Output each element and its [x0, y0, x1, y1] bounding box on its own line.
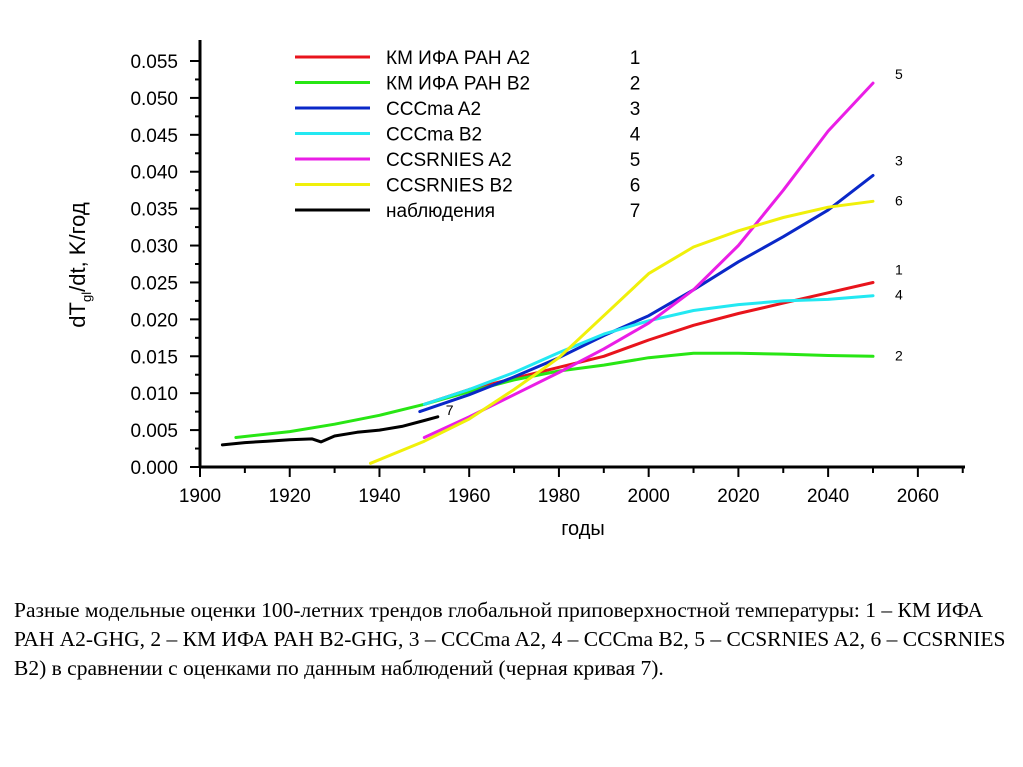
series-line-7: [220, 415, 440, 447]
end-labels: 1 2 3 4 5 6 7: [446, 66, 903, 418]
x-axis-label: годы: [561, 518, 605, 540]
series-line-5: [422, 81, 875, 439]
y-tick-label: 0.035: [130, 200, 178, 221]
end-label-1: 1: [895, 261, 903, 277]
axes-layer: 0.000 0.005 0.010 0.015 0.020 0.025 0.030 0.035…: [130, 40, 965, 507]
legend-number-5: 5: [630, 150, 641, 171]
legend-number-6: 6: [630, 176, 641, 197]
series-line-2: [234, 351, 875, 439]
y-axis-label: dTgl/dt, K/год: [65, 202, 94, 328]
legend-label-5: CCSRNIES A2: [386, 150, 512, 171]
end-label-4: 4: [895, 287, 903, 303]
end-label-5: 5: [895, 66, 903, 82]
end-label-6: 6: [895, 192, 903, 208]
x-tick-label: 2020: [717, 486, 759, 507]
legend-label-3: CCCma A2: [386, 99, 481, 120]
legend-label-7: наблюдения: [386, 201, 495, 222]
y-tick-label: 0.025: [130, 273, 178, 294]
y-tick-label: 0.040: [130, 163, 178, 184]
trend-chart: 0.000 0.005 0.010 0.015 0.020 0.025 0.030 0.035…: [65, 40, 965, 540]
end-label-3: 3: [895, 152, 903, 168]
end-label-7: 7: [446, 402, 454, 418]
x-tick-label: 2000: [628, 486, 670, 507]
legend-label-2: КМ ИФА РАН В2: [386, 74, 530, 95]
series-line-4: [422, 294, 875, 406]
y-tick-label: 0.045: [130, 126, 178, 147]
x-tick-label: 2060: [897, 486, 939, 507]
x-tick-label: 1920: [269, 486, 311, 507]
legend-number-4: 4: [630, 125, 641, 146]
x-tick-label: 1960: [448, 486, 490, 507]
figure-caption: Разные модельные оценки 100-летних тренд…: [14, 598, 1006, 680]
x-tick-label: 1940: [358, 486, 400, 507]
x-tick-label: 1900: [179, 486, 221, 507]
legend-label-4: CCCma B2: [386, 125, 482, 146]
legend-label-6: CCSRNIES B2: [386, 176, 513, 197]
series-line-6: [369, 199, 875, 465]
legend-number-1: 1: [630, 48, 641, 69]
series-layer: [220, 81, 875, 465]
y-tick-label: 0.010: [130, 384, 178, 405]
y-axis-label-main: dT: [65, 302, 90, 328]
y-axis-label-sub: gl: [79, 292, 94, 302]
y-tick-label: 0.000: [130, 458, 178, 479]
y-tick-label: 0.020: [130, 310, 178, 331]
series-line-3: [418, 173, 875, 414]
x-tick-label: 2040: [807, 486, 849, 507]
x-tick-label: 1980: [538, 486, 580, 507]
y-tick-label: 0.030: [130, 237, 178, 258]
y-tick-label: 0.055: [130, 52, 178, 73]
legend-number-2: 2: [630, 74, 641, 95]
y-tick-label: 0.015: [130, 347, 178, 368]
legend: КМ ИФА РАН А2 1 КМ ИФА РАН В2 2 CCCma A2 3 CCC…: [295, 48, 641, 222]
y-axis-label-rest: /dt, K/год: [65, 202, 90, 292]
y-tick-label: 0.005: [130, 421, 178, 442]
y-tick-label: 0.050: [130, 89, 178, 110]
legend-number-3: 3: [630, 99, 641, 120]
legend-label-1: КМ ИФА РАН А2: [386, 48, 530, 69]
end-label-2: 2: [895, 347, 903, 363]
legend-number-7: 7: [630, 201, 641, 222]
